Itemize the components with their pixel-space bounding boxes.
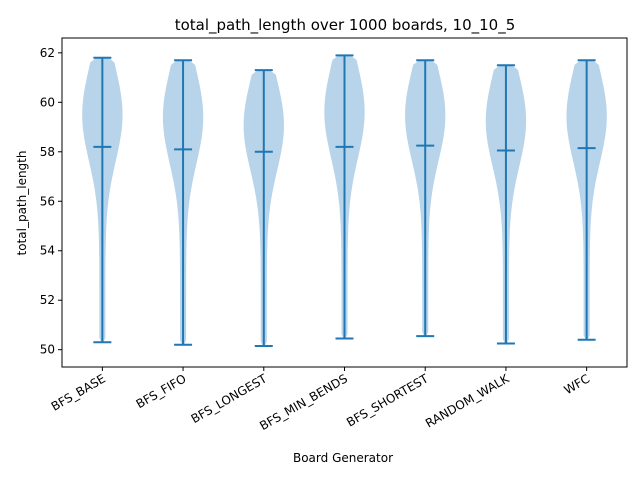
x-tick-label-3: BFS_MIN_BENDS: [257, 371, 350, 433]
y-tick-label-4: 58: [40, 145, 55, 159]
y-tick-label-2: 54: [40, 244, 55, 258]
chart-title: total_path_length over 1000 boards, 10_1…: [175, 16, 516, 35]
x-tick-label-2: BFS_LONGEST: [189, 371, 270, 426]
x-tick-label-0: BFS_BASE: [49, 371, 108, 413]
y-tick-label-1: 52: [40, 293, 55, 307]
x-tick-label-1: BFS_FIFO: [134, 371, 189, 411]
y-tick-label-3: 56: [40, 194, 55, 208]
x-tick-label-4: BFS_SHORTEST: [344, 371, 431, 429]
x-axis-label: Board Generator: [293, 451, 393, 465]
x-tick-label-5: RANDOM_WALK: [423, 371, 512, 431]
y-axis-label: total_path_length: [15, 151, 29, 256]
y-tick-label-5: 60: [40, 95, 55, 109]
y-tick-label-6: 62: [40, 46, 55, 60]
y-tick-label-0: 50: [40, 343, 55, 357]
x-tick-label-6: WFC: [562, 371, 593, 397]
